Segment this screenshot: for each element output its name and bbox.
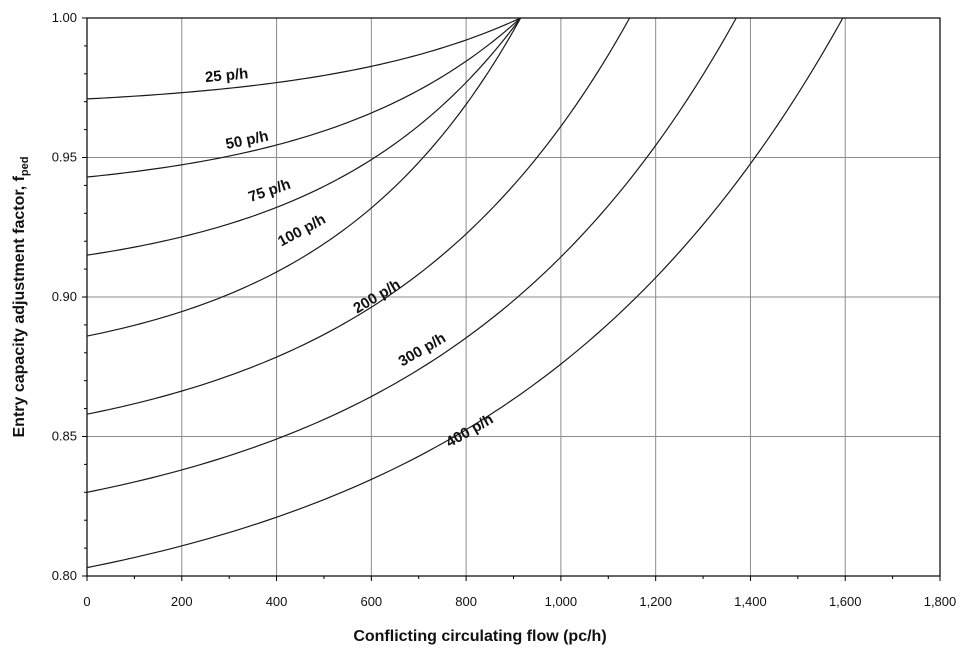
y-axis-title-subscript: ped [19, 157, 31, 177]
y-tick-label: 0.95 [52, 150, 77, 165]
x-tick-label: 1,400 [734, 594, 767, 609]
y-tick-label: 0.90 [52, 289, 77, 304]
x-axis-title: Conflicting circulating flow (pc/h) [353, 628, 606, 645]
x-tick-label: 200 [171, 594, 193, 609]
x-tick-label: 1,600 [829, 594, 862, 609]
x-tick-label: 600 [360, 594, 382, 609]
axis-ticks: 0 200 400 600 800 1,000 1,200 1,400 1,600 1,800 0.… [52, 10, 957, 609]
series-curve [86, 17, 522, 337]
y-tick-label: 0.80 [52, 568, 77, 583]
y-axis-title: Entry capacity adjustment factor, fped [11, 157, 31, 438]
series-curve [86, 17, 522, 256]
x-tick-label: 1,000 [545, 594, 578, 609]
series-label: 75 p/h [246, 176, 293, 206]
series-label: 100 p/h [275, 211, 329, 251]
y-tick-label: 0.85 [52, 429, 77, 444]
series-curve [86, 17, 844, 569]
x-tick-label: 800 [455, 594, 477, 609]
series-curve [86, 17, 521, 100]
y-axis-title-main: Entry capacity adjustment factor, f [11, 175, 28, 437]
x-tick-label: 1,800 [924, 594, 957, 609]
x-tick-label: 400 [266, 594, 288, 609]
series-curves [86, 17, 844, 569]
grid [87, 18, 940, 576]
series-label: 400 p/h [443, 411, 496, 451]
x-tick-label: 0 [83, 594, 90, 609]
series-curve [86, 17, 737, 493]
x-tick-label: 1,200 [639, 594, 672, 609]
series-label: 50 p/h [224, 128, 270, 153]
series-curve [86, 17, 631, 415]
series-curve [86, 17, 522, 178]
series-label: 300 p/h [396, 330, 449, 371]
y-tick-label: 1.00 [52, 10, 77, 25]
series-label: 25 p/h [204, 65, 249, 86]
